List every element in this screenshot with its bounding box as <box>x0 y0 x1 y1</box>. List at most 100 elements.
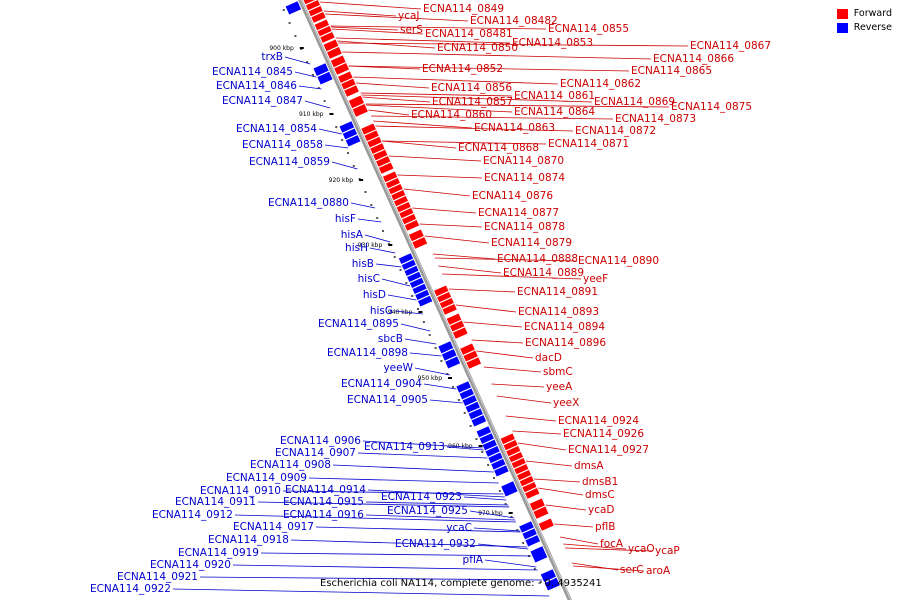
minor-tick <box>463 412 466 414</box>
forward-gene-separator <box>441 302 455 310</box>
minor-tick <box>317 87 320 89</box>
forward-connector <box>356 82 430 89</box>
reverse-gene-label: ECNA114_0923 <box>381 491 462 503</box>
reverse-connector <box>290 539 528 548</box>
reverse-gene-label: ECNA114_0918 <box>208 534 289 546</box>
forward-gene-separator <box>308 4 321 12</box>
forward-gene-label: ECNA114_0879 <box>491 237 572 249</box>
reverse-gene-separator <box>403 264 417 272</box>
forward-gene-label: dmsC <box>585 489 615 501</box>
reverse-gene-label: ECNA114_0880 <box>268 197 349 209</box>
tick-label: 950 kbp <box>418 375 443 382</box>
reverse-gene-separator <box>465 400 478 408</box>
tick-label: 900 kbp <box>269 45 294 52</box>
reverse-gene-label: hisB <box>352 258 374 270</box>
minor-tick <box>475 438 478 440</box>
reverse-connector <box>387 294 417 301</box>
forward-connector <box>348 65 630 72</box>
forward-gene-separator <box>411 235 425 243</box>
forward-gene-label: ECNA114_0889 <box>503 267 584 279</box>
minor-tick <box>452 386 455 388</box>
forward-gene-separator <box>462 349 476 356</box>
reverse-gene-label: ECNA114_0859 <box>249 156 330 168</box>
forward-connector <box>335 37 511 44</box>
forward-gene-separator <box>449 319 462 326</box>
forward-gene-separator <box>503 438 516 446</box>
reverse-gene-separator <box>342 127 355 134</box>
forward-gene-label: dmsA <box>574 460 604 472</box>
reverse-connector <box>357 452 488 459</box>
reverse-gene-label: hisA <box>341 229 364 241</box>
minor-tick <box>533 568 536 570</box>
forward-connector <box>348 65 421 70</box>
reverse-gene-label: ECNA114_0921 <box>117 571 198 583</box>
reverse-gene-label: ECNA114_0847 <box>222 95 303 107</box>
forward-gene-label: ECNA114_0926 <box>563 428 644 440</box>
forward-connector <box>471 339 524 344</box>
reverse-gene-label: trxB <box>261 51 283 63</box>
forward-connector <box>362 96 431 103</box>
minor-tick <box>516 529 519 531</box>
forward-gene-label: ECNA114_0890 <box>578 255 659 267</box>
reverse-gene-separator <box>417 294 430 302</box>
reverse-gene-block <box>285 1 302 15</box>
reverse-gene-separator <box>401 258 414 266</box>
forward-gene-separator <box>436 290 449 298</box>
major-tick <box>329 113 334 115</box>
forward-connector <box>560 536 599 545</box>
minor-tick <box>382 230 385 232</box>
forward-connector <box>370 115 614 120</box>
minor-tick <box>335 126 338 128</box>
forward-connector <box>448 288 516 293</box>
tick-label: 930 kbp <box>358 242 383 249</box>
forward-gene-label: ECNA114_0873 <box>615 113 696 125</box>
reverse-connector <box>463 496 507 501</box>
forward-gene-separator <box>388 182 401 190</box>
reverse-gene-label: ECNA114_0898 <box>327 347 408 359</box>
forward-connector <box>330 25 547 30</box>
reverse-gene-label: pflA <box>463 554 484 566</box>
reverse-gene-label: ECNA114_0915 <box>283 496 364 508</box>
forward-gene-separator <box>378 161 391 168</box>
reverse-gene-separator <box>345 134 358 141</box>
forward-gene-label: ycaO <box>628 543 655 555</box>
reverse-connector <box>429 399 463 404</box>
forward-gene-separator <box>317 24 330 32</box>
forward-connector <box>538 487 584 496</box>
forward-gene-label: ECNA114_0865 <box>631 65 712 77</box>
forward-gene-separator <box>326 45 339 53</box>
reverse-connector <box>315 526 521 533</box>
legend-reverse-label: Reverse <box>853 22 892 33</box>
reverse-gene-label: ECNA114_0908 <box>250 459 331 471</box>
reverse-gene-separator <box>444 355 458 362</box>
forward-connector <box>441 273 582 280</box>
legend-forward: Forward <box>836 8 892 19</box>
reverse-connector <box>294 71 317 78</box>
forward-gene-separator <box>369 142 383 149</box>
forward-gene-label: ECNA114_0894 <box>524 321 605 333</box>
forward-gene-separator <box>352 102 365 110</box>
forward-connector <box>342 51 652 60</box>
reverse-gene-separator <box>412 282 425 290</box>
forward-connector <box>432 253 496 260</box>
reverse-connector <box>404 338 437 345</box>
reverse-connector <box>232 564 538 571</box>
reverse-connector <box>257 501 510 508</box>
minor-tick <box>393 256 396 258</box>
forward-gene-label: yeeF <box>583 273 608 285</box>
reverse-gene-separator <box>482 438 495 445</box>
legend-forward-label: Forward <box>853 8 892 19</box>
forward-connector <box>434 257 577 262</box>
forward-connector <box>361 94 593 103</box>
forward-connector <box>517 442 567 451</box>
forward-gene-separator <box>372 148 386 156</box>
major-tick <box>448 377 453 379</box>
forward-gene-label: ycaJ <box>398 10 420 22</box>
reverse-gene-label: ECNA114_0895 <box>318 318 399 330</box>
forward-gene-separator <box>521 480 535 488</box>
major-tick <box>359 179 364 181</box>
forward-gene-label: ECNA114_0850 <box>437 42 518 54</box>
forward-gene-label: ECNA114_0855 <box>548 23 629 35</box>
minor-tick <box>306 61 309 63</box>
forward-gene-label: ECNA114_0924 <box>558 415 639 427</box>
